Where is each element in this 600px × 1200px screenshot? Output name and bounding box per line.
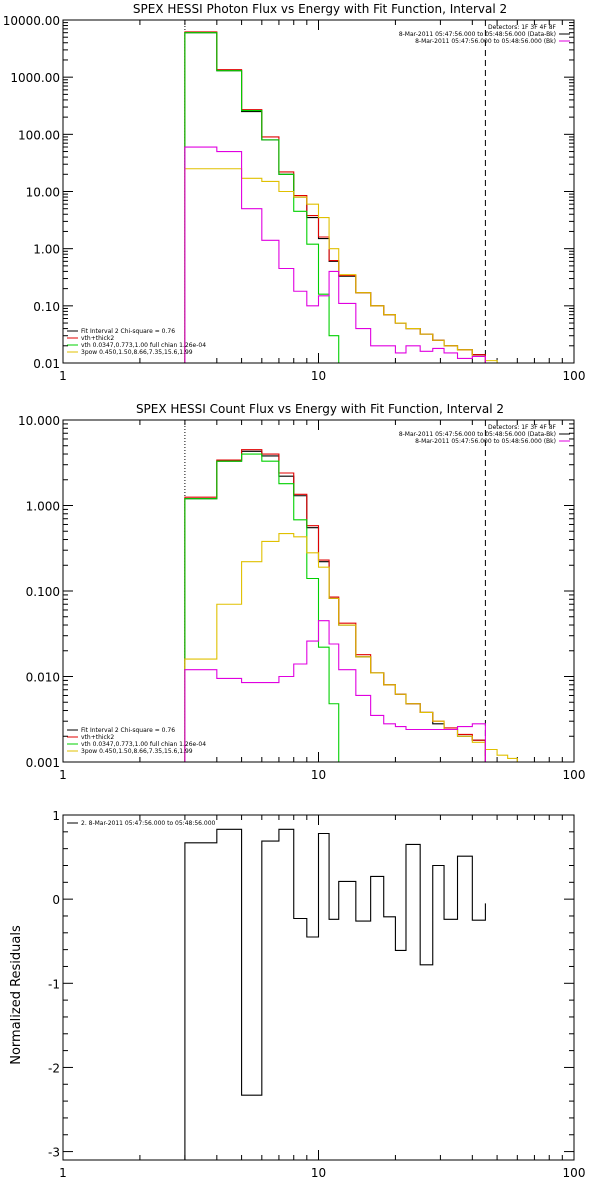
- count-legend-text: Detectors: 1F 3F 4F 8F: [488, 424, 557, 431]
- photon-legend-text: Detectors: 1F 3F 4F 8F: [488, 24, 557, 31]
- count-flux-chart: SPEX HESSI Count Flux vs Energy with Fit…: [18, 402, 586, 782]
- photon-chart-title: SPEX HESSI Photon Flux vs Energy with Fi…: [133, 2, 507, 16]
- residuals-series-0: [184, 828, 486, 1160]
- photon-legend-text: vth+thick2: [81, 335, 114, 342]
- photon-y-tick-label: 0.01: [33, 357, 60, 371]
- count-plot-frame: [62, 419, 575, 763]
- photon-x-tick-label: 1: [59, 369, 67, 383]
- count-y-tick-label: 0.010: [26, 671, 60, 685]
- count-series-4: [184, 620, 486, 762]
- photon-y-tick-label: 1.00: [33, 243, 60, 257]
- photon-series-2: [184, 32, 340, 363]
- residuals-legend-text: 2. 8-Mar-2011 05:47:56.000 to 05:48:56.0…: [81, 820, 216, 827]
- count-legend-text: 3pow 0.450,1.50,8.66,7.35,15.6,1.99: [81, 748, 193, 755]
- count-y-tick-label: 10.000: [18, 414, 60, 428]
- residuals-chart: Normalized Residuals 1 10 100 -3 -2 -1 0 1 2. 8-…: [9, 809, 586, 1180]
- photon-y-tick-label: 10.00: [26, 186, 60, 200]
- count-series-1: [184, 449, 486, 762]
- photon-y-tick-label: 100.00: [18, 128, 60, 142]
- photon-series-1: [184, 31, 486, 363]
- residuals-plot-frame: [62, 814, 575, 1161]
- photon-y-tick-label: 1000.00: [10, 71, 60, 85]
- count-legend-text: 8-Mar-2011 05:47:56.000 to 05:48:56.000 …: [415, 438, 556, 445]
- photon-legend-text: 3pow 0.450,1.50,8.66,7.35,15.6,1.99: [81, 349, 193, 356]
- count-legend-text: vth+thick2: [81, 734, 114, 741]
- count-series-0: [184, 450, 486, 762]
- photon-legend-text: 8-Mar-2011 05:47:56.000 to 05:48:56.000 …: [415, 38, 556, 45]
- residuals-x-tick-label: 10: [311, 1166, 326, 1180]
- photon-legend-text: 8-Mar-2011 05:47:56.000 to 05:48:56.000 …: [399, 31, 556, 38]
- photon-series-4: [184, 146, 486, 363]
- count-y-tick-label: 1.000: [26, 500, 60, 514]
- count-y-tick-label: 0.100: [26, 585, 60, 599]
- photon-x-tick-label: 10: [311, 369, 326, 383]
- photon-y-tick-label: 10000.00: [3, 14, 60, 28]
- residuals-y-tick-label: 1: [52, 809, 60, 823]
- photon-x-tick-label: 100: [563, 369, 586, 383]
- count-x-tick-label: 100: [563, 768, 586, 782]
- residuals-y-tick-label: -2: [48, 1061, 60, 1075]
- residuals-y-tick-label: -1: [48, 977, 60, 991]
- photon-plot-frame: [62, 19, 575, 364]
- residuals-y-tick-label: 0: [52, 893, 60, 907]
- count-y-tick-label: 0.001: [26, 756, 60, 770]
- count-legend-text: Fit Interval 2 Chi-square = 0.76: [81, 727, 175, 734]
- photon-legend-text: vth 0.0347,0.773,1.00 full chian 1.26e-0…: [81, 342, 206, 349]
- count-legend-text: 8-Mar-2011 05:47:56.000 to 05:48:56.000 …: [399, 431, 556, 438]
- residuals-x-tick-label: 1: [59, 1166, 67, 1180]
- count-series-2: [184, 453, 349, 762]
- count-chart-title: SPEX HESSI Count Flux vs Energy with Fit…: [136, 402, 504, 416]
- count-x-tick-label: 10: [311, 768, 326, 782]
- photon-legend-text: Fit Interval 2 Chi-square = 0.76: [81, 328, 175, 335]
- count-series-3: [184, 532, 527, 762]
- photon-series-3: [184, 168, 498, 363]
- residuals-y-axis-label: Normalized Residuals: [9, 925, 24, 1065]
- count-x-tick-label: 1: [59, 768, 67, 782]
- photon-flux-chart: SPEX HESSI Photon Flux vs Energy with Fi…: [3, 2, 586, 383]
- photon-y-tick-label: 0.10: [33, 300, 60, 314]
- residuals-y-tick-label: -3: [48, 1146, 60, 1160]
- count-legend-text: vth 0.0347,0.773,1.00 full chian 1.26e-0…: [81, 741, 206, 748]
- residuals-x-tick-label: 100: [563, 1166, 586, 1180]
- photon-series-0: [184, 32, 486, 363]
